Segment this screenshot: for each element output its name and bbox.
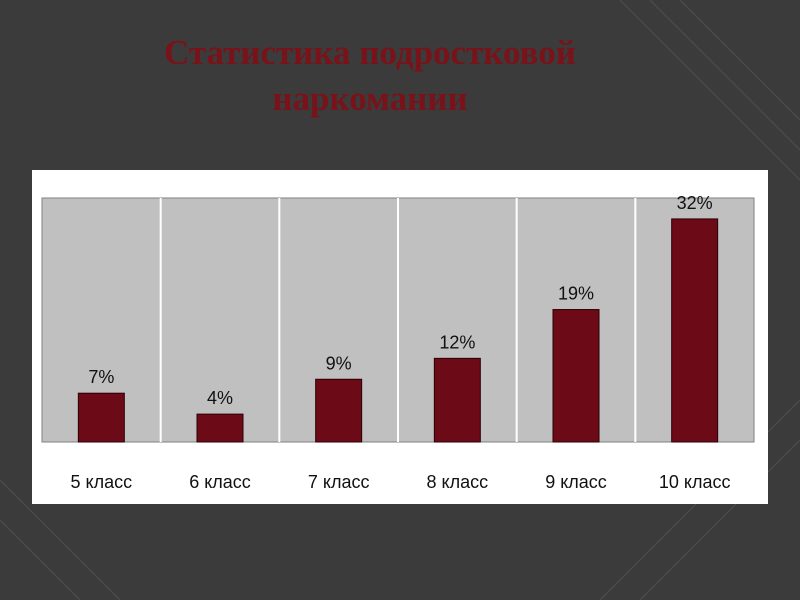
bar [552, 309, 600, 443]
slide-title-line-2: наркомании [272, 79, 468, 118]
category-label: 6 класс [189, 472, 251, 492]
category-labels: 5 класс 6 класс 7 класс 8 класс 9 класс 10 кл… [71, 472, 731, 492]
category-label: 5 класс [71, 472, 133, 492]
bar [196, 413, 244, 443]
category-label: 7 класс [308, 472, 370, 492]
data-label: 4% [207, 388, 233, 408]
data-label: 12% [439, 332, 475, 352]
data-labels: 7% 4% 9% 12% 19% 32% [88, 193, 712, 408]
category-label: 9 класс [545, 472, 607, 492]
bars [77, 218, 719, 443]
category-label: 8 класс [427, 472, 489, 492]
category-separators [159, 198, 637, 442]
data-label: 7% [88, 367, 114, 387]
data-label: 9% [326, 353, 352, 373]
slide-title-line-1: Статистика подростковой [164, 33, 576, 72]
bar [433, 357, 481, 443]
data-label: 32% [677, 193, 713, 213]
bar [315, 378, 363, 443]
bar-chart: 7% 4% 9% 12% 19% 32% 5 класс 6 класс 7 класс 8 к… [41, 193, 755, 492]
slide-title: Статистика подростковой наркомании [60, 30, 680, 122]
chart-frame: 7% 4% 9% 12% 19% 32% 5 класс 6 класс 7 класс 8 к… [32, 170, 768, 504]
bar [671, 218, 719, 443]
data-label: 19% [558, 284, 594, 304]
category-label: 10 класс [659, 472, 731, 492]
bar [77, 392, 125, 443]
